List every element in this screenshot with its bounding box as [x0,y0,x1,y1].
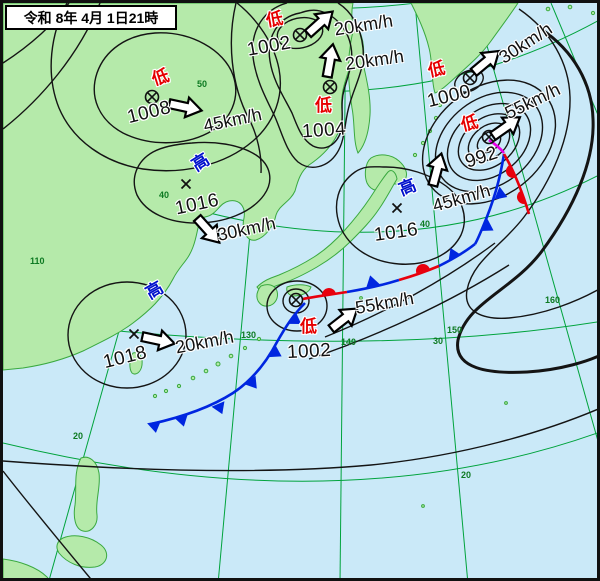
low-symbol: 低 [264,8,285,31]
latitude-label: 40 [159,190,170,200]
latitude-label: 50 [197,79,208,89]
stationary-front-cold-segment [346,278,400,294]
latitude-label: 30 [433,336,444,346]
land-kamchatka [410,3,519,94]
low-symbol: 低 [300,317,317,336]
pressure-value: 1004 [301,118,347,143]
land-taiwan [129,352,143,375]
longitude-label: 130 [241,330,257,340]
landmasses [3,3,596,578]
land-small-islands [359,4,596,508]
land-borneo-tip [3,558,49,578]
land-visayas [56,535,108,568]
map-canvas [3,3,597,578]
land-luzon [73,456,100,532]
longitude-label: 140 [341,337,357,347]
occluded-front [488,138,506,154]
chart-title-box: 令和 8年 4月 1日21時 [5,5,177,30]
low-symbol: 低 [458,112,481,135]
cold-front [150,302,306,426]
latitude-label: 40 [420,219,431,229]
stationary-front-warm-segment [398,264,440,282]
low-symbol: 低 [315,96,332,115]
low-symbol: 低 [426,58,447,81]
land-kyushu [256,284,278,307]
latitude-label: 20 [461,470,472,480]
land-hokkaido [364,154,407,191]
pressure-value: 1002 [286,339,332,364]
fronts [147,138,531,435]
longitude-label: 160 [545,295,561,305]
land-ryukyu-islands [152,336,262,399]
latitude-label: 20 [73,431,84,441]
longitude-label: 110 [30,256,45,266]
longitude-label: 150 [447,325,463,335]
land-honshu [256,170,398,294]
isobar-thick [456,27,597,374]
warm-front [502,153,531,215]
chart-title: 令和 8年 4月 1日21時 [23,9,159,26]
